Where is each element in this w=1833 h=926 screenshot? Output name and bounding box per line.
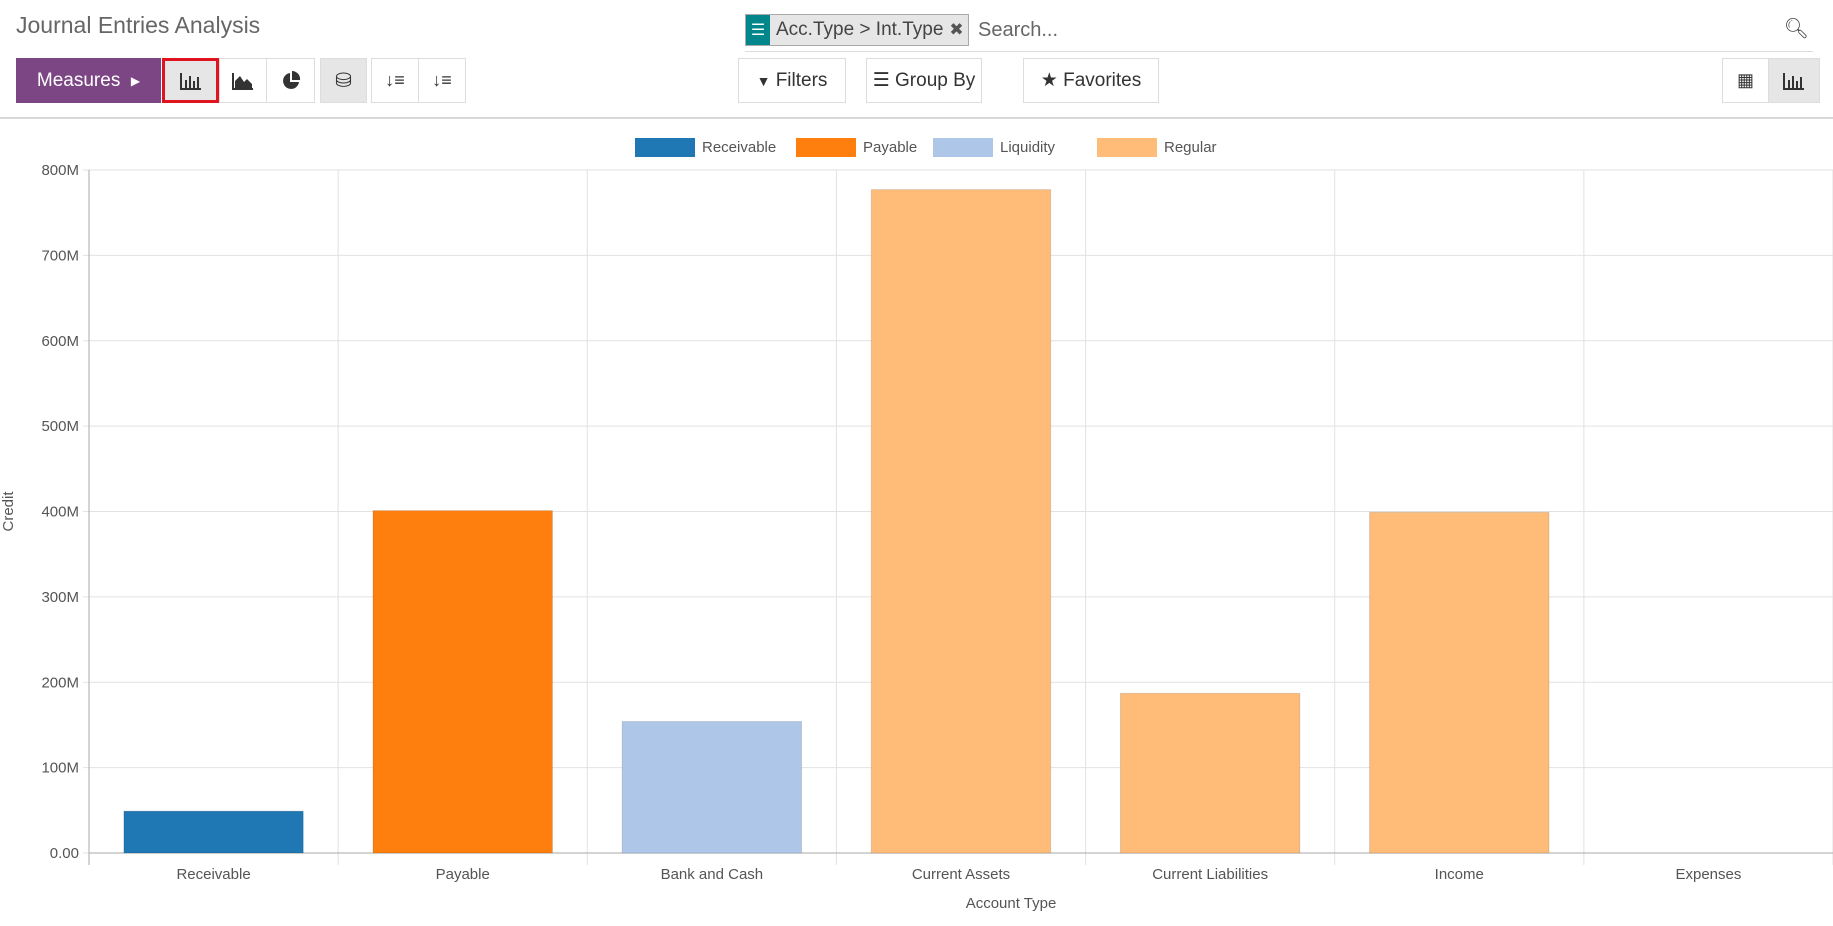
pie-chart-button[interactable] [266,58,315,103]
y-tick-label: 700M [41,247,79,264]
legend-label: Payable [863,139,917,156]
legend-label: Receivable [702,139,776,156]
facet-value: Acc.Type > Int.Type [776,19,944,40]
caret-right-icon: ▶ [130,73,141,88]
y-axis-title: Credit [0,491,17,532]
pie-chart-icon [282,70,300,89]
x-tick-label: Expenses [1675,866,1741,883]
y-tick-label: 800M [41,162,79,179]
bar-chart-icon [179,72,201,90]
legend-swatch-payable [796,138,856,157]
bar-payable [372,510,553,854]
group-by-button[interactable]: ☰ Group By [866,58,982,103]
bar-chart-icon [1783,72,1804,90]
sort-ascending-button[interactable]: ↓≡ [418,58,466,103]
line-chart-button[interactable] [219,58,267,103]
filters-button[interactable]: ▼ Filters [738,58,846,103]
y-tick-label: 200M [41,674,79,691]
legend-swatch-receivable [635,138,695,157]
pivot-view-button[interactable]: ▦ [1722,58,1769,103]
bar-chart-button[interactable] [162,58,219,103]
y-tick-label: 100M [41,760,79,777]
legend-swatch-regular [1097,138,1157,157]
close-icon[interactable]: ✖ [949,20,964,39]
bar-regular [1119,692,1301,854]
area-chart-icon [232,72,253,90]
y-tick-label: 400M [41,504,79,521]
y-tick-label: 500M [41,418,79,435]
favorites-label: Favorites [1063,69,1142,91]
divider [0,117,1833,119]
list-icon: ☰ [746,15,770,45]
x-axis-title: Account Type [966,895,1057,912]
y-tick-label: 0.00 [50,845,79,862]
bar-liquidity [621,721,803,854]
x-tick-label: Receivable [176,866,250,883]
stacked-button[interactable]: ⛁ [320,58,367,103]
legend-swatch-liquidity [933,138,993,157]
page-title: Journal Entries Analysis [16,12,261,38]
database-icon: ⛁ [335,70,352,92]
legend-label: Liquidity [1000,139,1056,156]
sort-descending-button[interactable]: ↓≡ [371,58,419,103]
favorites-button[interactable]: ★ Favorites [1023,58,1159,103]
bar-regular [1369,511,1550,854]
bar-receivable [123,810,304,854]
group-by-label: Group By [895,69,976,91]
y-tick-label: 600M [41,333,79,350]
bar-regular [870,189,1052,854]
graph-view-button[interactable] [1768,58,1820,103]
filters-label: Filters [775,69,828,91]
sort-descending-icon: ↓≡ [385,70,405,90]
bar-chart: 0.00 100M 200M 300M 400M 500M 600M 700M 800M Rece… [0,138,1833,912]
star-icon: ★ [1040,70,1058,91]
bars-icon: ☰ [872,70,890,91]
search-bar: ☰ Acc.Type > Int.Type ✖ 🔍︎ [745,12,1813,52]
search-icon[interactable]: 🔍︎ [1783,18,1809,40]
measures-button[interactable]: Measures ▶ [16,58,161,103]
x-tick-label: Current Assets [912,866,1010,883]
table-icon: ▦ [1736,70,1754,90]
x-tick-label: Income [1435,866,1484,883]
measures-label: Measures [36,69,121,91]
y-tick-label: 300M [41,589,79,606]
legend-label: Regular [1164,139,1217,156]
filter-icon: ▼ [756,72,771,89]
x-tick-label: Current Liabilities [1152,866,1268,883]
search-facet[interactable]: ☰ Acc.Type > Int.Type ✖ [745,14,969,46]
search-input[interactable] [978,14,1678,46]
x-tick-label: Payable [436,866,490,883]
sort-ascending-icon: ↓≡ [432,70,452,90]
x-tick-label: Bank and Cash [661,866,764,883]
